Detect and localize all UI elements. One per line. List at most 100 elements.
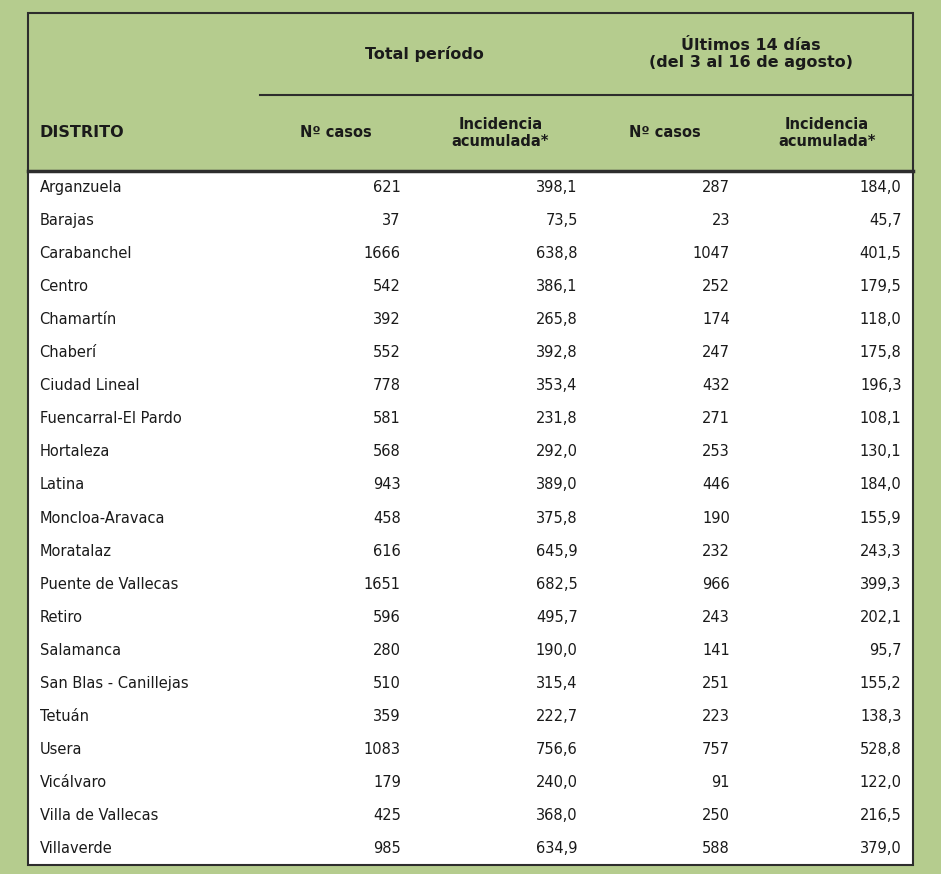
Text: 943: 943 <box>374 477 401 492</box>
Text: 1083: 1083 <box>364 742 401 757</box>
Text: 389,0: 389,0 <box>536 477 578 492</box>
Text: 621: 621 <box>373 180 401 195</box>
Text: Moncloa-Aravaca: Moncloa-Aravaca <box>40 510 165 525</box>
Text: Puente de Vallecas: Puente de Vallecas <box>40 577 178 592</box>
Text: 141: 141 <box>702 642 730 658</box>
Text: 23: 23 <box>711 213 730 228</box>
Text: 184,0: 184,0 <box>860 180 901 195</box>
Text: 216,5: 216,5 <box>860 808 901 823</box>
Text: 399,3: 399,3 <box>860 577 901 592</box>
Text: 190: 190 <box>702 510 730 525</box>
Text: Total período: Total período <box>365 46 484 62</box>
Text: Incidencia
acumulada*: Incidencia acumulada* <box>778 117 876 149</box>
Text: Tetuán: Tetuán <box>40 709 88 724</box>
Text: 392,8: 392,8 <box>536 345 578 360</box>
Text: Arganzuela: Arganzuela <box>40 180 122 195</box>
Text: Incidencia
acumulada*: Incidencia acumulada* <box>452 117 550 149</box>
Text: 432: 432 <box>702 378 730 393</box>
Text: Fuencarral-El Pardo: Fuencarral-El Pardo <box>40 412 182 427</box>
Text: 45,7: 45,7 <box>869 213 901 228</box>
Text: 985: 985 <box>373 841 401 857</box>
Text: Salamanca: Salamanca <box>40 642 120 658</box>
Text: 265,8: 265,8 <box>536 312 578 327</box>
Text: 247: 247 <box>702 345 730 360</box>
Text: 202,1: 202,1 <box>859 610 901 625</box>
Text: Vicálvaro: Vicálvaro <box>40 775 106 790</box>
Text: 568: 568 <box>373 444 401 460</box>
Text: Ciudad Lineal: Ciudad Lineal <box>40 378 139 393</box>
Text: 528,8: 528,8 <box>860 742 901 757</box>
Text: 315,4: 315,4 <box>536 676 578 690</box>
Text: 73,5: 73,5 <box>546 213 578 228</box>
Text: 155,9: 155,9 <box>860 510 901 525</box>
Text: 1047: 1047 <box>693 246 730 261</box>
Text: Barajas: Barajas <box>40 213 94 228</box>
Text: 368,0: 368,0 <box>536 808 578 823</box>
Text: 966: 966 <box>702 577 730 592</box>
Text: 196,3: 196,3 <box>860 378 901 393</box>
Text: Moratalaz: Moratalaz <box>40 544 112 558</box>
Text: 271: 271 <box>702 412 730 427</box>
Text: 401,5: 401,5 <box>860 246 901 261</box>
Text: 240,0: 240,0 <box>535 775 578 790</box>
Text: 250: 250 <box>702 808 730 823</box>
Text: Villa de Vallecas: Villa de Vallecas <box>40 808 158 823</box>
Text: 91: 91 <box>711 775 730 790</box>
Text: 251: 251 <box>702 676 730 690</box>
Text: 175,8: 175,8 <box>860 345 901 360</box>
Text: 682,5: 682,5 <box>536 577 578 592</box>
Text: Últimos 14 días
(del 3 al 16 de agosto): Últimos 14 días (del 3 al 16 de agosto) <box>649 38 853 70</box>
Text: Villaverde: Villaverde <box>40 841 112 857</box>
Text: 446: 446 <box>702 477 730 492</box>
Text: 243: 243 <box>702 610 730 625</box>
Text: 95,7: 95,7 <box>869 642 901 658</box>
Text: 118,0: 118,0 <box>860 312 901 327</box>
Text: 232: 232 <box>702 544 730 558</box>
Text: 222,7: 222,7 <box>535 709 578 724</box>
Text: 596: 596 <box>373 610 401 625</box>
Text: 252: 252 <box>702 279 730 294</box>
Text: Chaberí: Chaberí <box>40 345 97 360</box>
Text: 458: 458 <box>373 510 401 525</box>
Text: 495,7: 495,7 <box>536 610 578 625</box>
Text: 108,1: 108,1 <box>860 412 901 427</box>
Text: 37: 37 <box>382 213 401 228</box>
Text: 392: 392 <box>373 312 401 327</box>
Text: Chamartín: Chamartín <box>40 312 117 327</box>
Text: 1666: 1666 <box>364 246 401 261</box>
Text: 552: 552 <box>373 345 401 360</box>
Text: 634,9: 634,9 <box>536 841 578 857</box>
Text: 174: 174 <box>702 312 730 327</box>
Text: Usera: Usera <box>40 742 82 757</box>
Text: 253: 253 <box>702 444 730 460</box>
Text: 122,0: 122,0 <box>859 775 901 790</box>
Text: 588: 588 <box>702 841 730 857</box>
Text: Nº casos: Nº casos <box>300 126 372 141</box>
Text: Centro: Centro <box>40 279 88 294</box>
Text: 425: 425 <box>373 808 401 823</box>
Text: 280: 280 <box>373 642 401 658</box>
Text: 359: 359 <box>374 709 401 724</box>
Text: 379,0: 379,0 <box>860 841 901 857</box>
Text: 756,6: 756,6 <box>536 742 578 757</box>
Text: 292,0: 292,0 <box>535 444 578 460</box>
Text: 375,8: 375,8 <box>536 510 578 525</box>
Text: 138,3: 138,3 <box>860 709 901 724</box>
Text: 778: 778 <box>373 378 401 393</box>
Text: 243,3: 243,3 <box>860 544 901 558</box>
Text: 645,9: 645,9 <box>536 544 578 558</box>
Text: 581: 581 <box>373 412 401 427</box>
Text: Latina: Latina <box>40 477 85 492</box>
Text: 386,1: 386,1 <box>536 279 578 294</box>
Text: 1651: 1651 <box>364 577 401 592</box>
Text: 353,4: 353,4 <box>536 378 578 393</box>
Text: DISTRITO: DISTRITO <box>40 126 124 141</box>
Text: 757: 757 <box>702 742 730 757</box>
Text: 231,8: 231,8 <box>536 412 578 427</box>
Bar <box>28 170 913 865</box>
Text: 616: 616 <box>373 544 401 558</box>
Text: 190,0: 190,0 <box>535 642 578 658</box>
Text: 130,1: 130,1 <box>860 444 901 460</box>
Text: 179: 179 <box>373 775 401 790</box>
Text: 155,2: 155,2 <box>860 676 901 690</box>
